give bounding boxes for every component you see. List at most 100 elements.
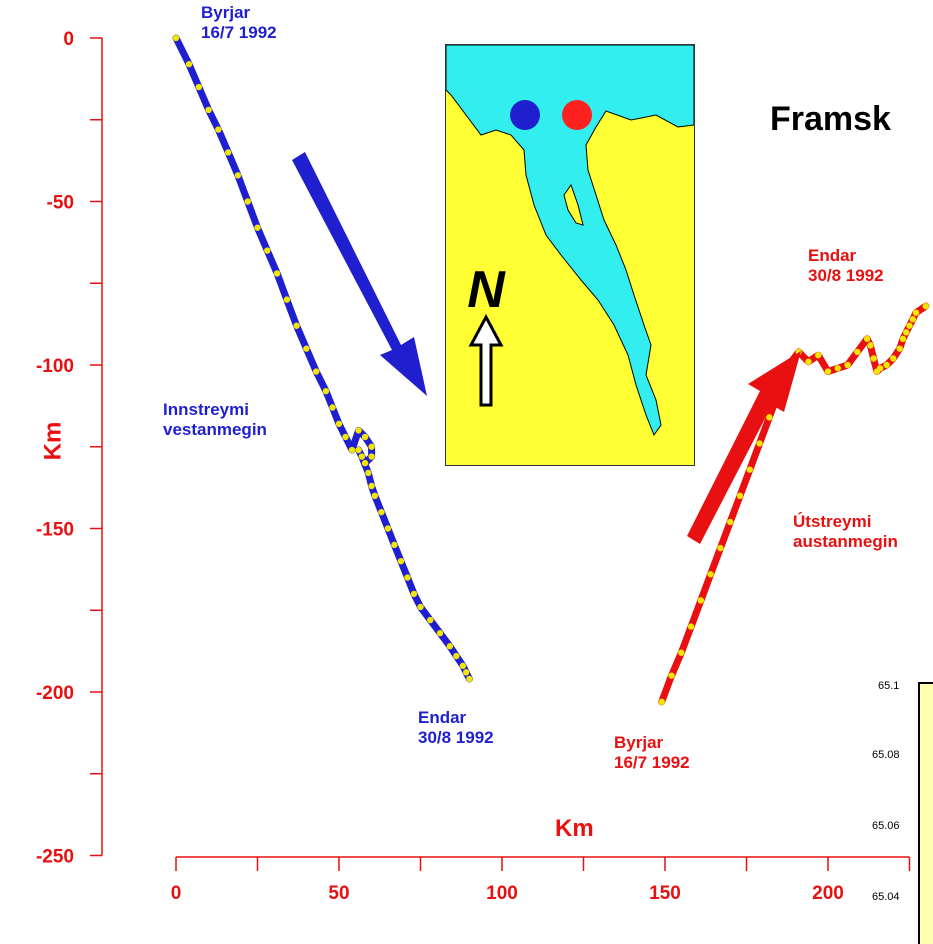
data-point [746,466,753,473]
data-point [890,355,897,362]
data-point [678,649,685,656]
data-point [899,335,907,343]
y-tick-label: -100 [36,356,74,377]
data-point [384,525,392,532]
data-point [335,420,343,428]
y-tick-label: -200 [36,683,74,704]
west-end-label: Endar 30/8 1992 [418,708,494,747]
fjord-water [446,45,694,437]
data-point [368,443,375,450]
series-layer [172,34,930,706]
east-end-label: Endar 30/8 1992 [808,246,884,285]
data-point [355,427,362,434]
red-arrow [687,351,801,544]
data-point [348,446,356,454]
chart-title: Framsk [770,100,891,138]
data-point [766,414,773,421]
data-point [342,433,349,441]
data-point [264,247,271,254]
data-point [844,361,851,369]
data-point [361,459,369,467]
inset-ytick: 65.06 [872,820,900,832]
data-point [453,652,460,660]
data-point [863,335,871,343]
data-point [361,433,369,441]
east-start-label: Byrjar 16/7 1992 [614,733,690,772]
x-tick-label: 150 [649,883,681,904]
x-tick-label: 200 [812,883,844,904]
east-start-dot [562,100,592,130]
data-point [234,172,242,179]
data-point [815,351,822,359]
inset-map-graphic: N [446,45,694,437]
series-west [172,34,473,683]
data-point [293,322,300,329]
island [563,183,584,226]
data-point [254,224,261,231]
data-point [205,106,212,114]
x-tick-label: 0 [171,883,182,904]
x-tick-label: 50 [328,883,349,904]
data-point [410,590,418,598]
data-point [824,368,832,375]
data-point [459,662,467,670]
y-tick-label: 0 [63,29,74,50]
axes: 0 -50 -100 -150 -200 -250 0 50 100 150 200 [36,29,911,904]
data-point [876,365,884,372]
data-point [358,453,366,460]
data-point [303,345,310,352]
data-point [922,302,929,310]
data-point [365,469,372,477]
data-point [371,492,379,499]
data-point [283,296,291,303]
data-point [312,368,320,375]
data-point [322,387,330,395]
data-point [658,698,665,706]
data-point [867,342,874,349]
data-point [736,492,744,499]
y-tick-label: -50 [47,193,74,214]
north-arrow-icon [468,313,504,407]
inset-ytick: 65.04 [872,891,900,903]
data-point [909,316,916,323]
data-point [244,198,251,205]
inset-map: N [445,44,695,466]
data-point [172,34,180,42]
data-point [436,629,444,637]
north-label: N [467,261,506,319]
data-point [727,518,734,526]
data-point [668,672,675,679]
data-point [834,365,841,372]
data-point [329,404,336,411]
data-point [805,358,812,365]
inset-ytick: 65.08 [872,749,900,761]
west-name-label: Innstreymi vestanmegin [163,400,267,439]
data-point [215,126,222,133]
data-point [195,83,203,91]
data-point [883,361,890,369]
data-point [870,355,877,362]
west-start-label: Byrjar 16/7 1992 [201,3,277,42]
data-point [368,453,375,460]
series-line [172,34,473,683]
data-point [185,60,193,68]
data-point [707,571,714,578]
data-point [404,574,411,581]
data-point [273,270,281,277]
data-point [687,623,695,630]
data-point [854,348,861,356]
data-point [756,440,763,447]
data-point [462,669,470,676]
series-east [658,302,930,706]
data-point [355,446,362,454]
x-axis-label: Km [555,815,594,842]
data-point [378,508,385,516]
data-point [368,482,375,490]
data-point [417,603,424,611]
y-tick-label: -150 [36,520,74,541]
data-point [427,616,434,624]
data-point [896,345,903,352]
data-point [397,558,405,565]
west-start-dot [510,100,540,130]
y-axis-label: Km [39,421,67,461]
